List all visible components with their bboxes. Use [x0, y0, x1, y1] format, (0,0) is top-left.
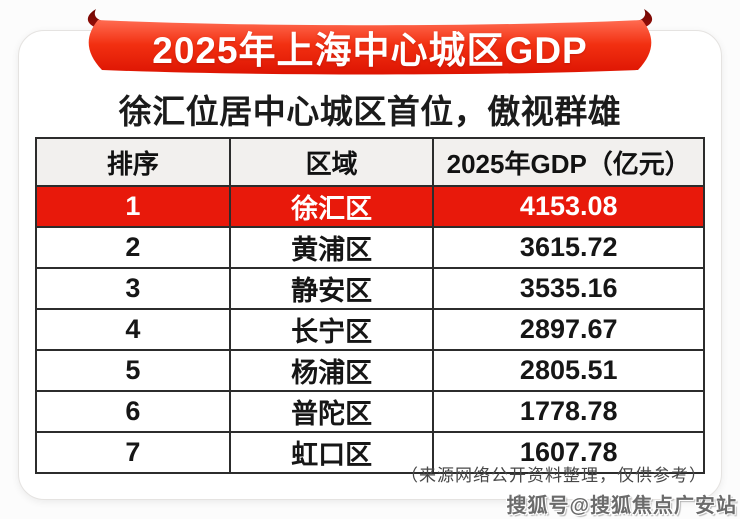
subtitle: 徐汇位居中心城区首位，傲视群雄: [118, 93, 622, 130]
header-rank: 排序: [35, 137, 231, 187]
table-row: 6 普陀区 1778.78: [35, 390, 705, 433]
content-card: 徐汇位居中心城区首位，傲视群雄 排序 区域 2025年GDP（亿元） 1 徐汇区 4…: [18, 30, 722, 500]
gdp-cell: 3615.72: [432, 226, 705, 269]
watermark: 搜狐号@搜狐焦点广安站: [506, 495, 737, 517]
gdp-cell: 2805.51: [432, 349, 705, 392]
ribbon-band: [88, 20, 652, 75]
table-row: 3 静安区 3535.16: [35, 267, 705, 310]
gdp-cell: 1778.78: [432, 390, 705, 433]
region-cell: 徐汇区: [228, 185, 435, 228]
table-row: 2 黄浦区 3615.72: [35, 226, 705, 269]
table-header-row: 排序 区域 2025年GDP（亿元）: [35, 137, 705, 187]
header-region: 区域: [228, 137, 435, 187]
region-cell: 长宁区: [228, 308, 435, 351]
page-title: 2025年上海中心城区GDP: [152, 30, 588, 71]
ribbon-banner-shape: [87, 9, 653, 75]
rank-cell: 7: [35, 431, 231, 474]
table-row-highlight: 1 徐汇区 4153.08: [35, 185, 705, 228]
gdp-cell: 4153.08: [432, 185, 705, 228]
region-cell: 普陀区: [228, 390, 435, 433]
region-cell: 虹口区: [228, 431, 435, 474]
rank-cell: 3: [35, 267, 231, 310]
gdp-cell: 3535.16: [432, 267, 705, 310]
table-row: 7 虹口区 1607.78: [35, 431, 705, 474]
header-gdp: 2025年GDP（亿元）: [432, 137, 705, 187]
table-row: 5 杨浦区 2805.51: [35, 349, 705, 392]
rank-cell: 4: [35, 308, 231, 351]
gdp-cell: 2897.67: [432, 308, 705, 351]
rank-cell: 1: [35, 185, 231, 228]
region-cell: 静安区: [228, 267, 435, 310]
gdp-table: 排序 区域 2025年GDP（亿元） 1 徐汇区 4153.08 2 黄浦区 3615.7…: [35, 137, 705, 474]
gdp-cell: 1607.78: [432, 431, 705, 474]
rank-cell: 2: [35, 226, 231, 269]
region-cell: 杨浦区: [228, 349, 435, 392]
table-row: 4 长宁区 2897.67: [35, 308, 705, 351]
rank-cell: 5: [35, 349, 231, 392]
source-note: （来源网络公开资料整理，仅供参考）: [401, 466, 707, 485]
title-ribbon: 2025年上海中心城区GDP: [72, 6, 668, 78]
rank-cell: 6: [35, 390, 231, 433]
region-cell: 黄浦区: [228, 226, 435, 269]
